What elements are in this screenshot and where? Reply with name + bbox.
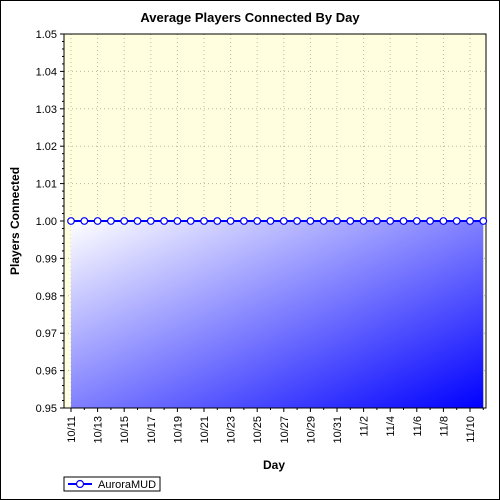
data-point: [333, 217, 341, 225]
x-tick-label: 10/13: [93, 416, 105, 444]
y-tick-label: 0.98: [36, 291, 57, 303]
data-point: [186, 217, 195, 225]
y-axis: 0.95 0.96 0.97 0.98 0.99 1.00 1.01 1.02 1.03 1.04…: [36, 29, 64, 415]
data-point: [412, 217, 421, 225]
x-axis-title: Day: [263, 458, 285, 472]
x-tick-label: 10/23: [226, 416, 238, 444]
data-point: [373, 217, 381, 225]
legend-swatch-marker: [75, 479, 85, 489]
y-tick-label: 1.05: [36, 29, 57, 41]
data-point: [213, 217, 222, 225]
x-tick-label: 10/27: [279, 416, 291, 444]
legend-box: [63, 476, 161, 492]
data-point: [106, 217, 115, 225]
x-tick-label: 10/15: [119, 416, 131, 444]
x-tick-label: 10/21: [199, 416, 211, 444]
data-point: [306, 217, 315, 225]
y-tick-label: 1.02: [36, 141, 57, 153]
legend-label-auroramud: AuroraMUD: [98, 479, 156, 491]
x-tick-label: 10/11: [66, 416, 78, 443]
x-tick-label: 11/2: [359, 416, 371, 437]
data-point: [479, 217, 488, 225]
data-point: [346, 217, 355, 225]
y-tick-label: 1.04: [36, 66, 57, 78]
series-markers: [67, 217, 488, 225]
data-point: [279, 217, 288, 225]
data-point: [67, 217, 75, 225]
data-point: [80, 217, 89, 225]
y-tick-label: 0.99: [36, 253, 57, 265]
data-point: [452, 217, 461, 225]
data-point: [173, 217, 182, 225]
x-tick-label: 10/17: [146, 416, 158, 444]
data-point: [226, 217, 235, 225]
data-point: [399, 217, 408, 225]
y-tick-label: 1.00: [36, 216, 57, 228]
y-tick-label: 0.96: [36, 366, 57, 378]
data-point: [359, 217, 368, 225]
y-tick-label: 0.97: [36, 328, 57, 340]
data-point: [93, 217, 102, 225]
x-tick-label: 10/31: [332, 416, 344, 444]
series-area-auroramud: [71, 221, 484, 408]
x-tick-label: 11/4: [385, 416, 397, 437]
x-tick-label: 11/10: [465, 416, 477, 443]
data-point: [466, 217, 474, 225]
data-point: [319, 217, 328, 225]
x-tick-label: 10/19: [172, 416, 184, 444]
x-tick-label: 11/6: [412, 416, 424, 437]
y-tick-label: 1.03: [36, 104, 57, 116]
data-point: [133, 217, 142, 225]
y-tick-label: 0.95: [36, 403, 57, 415]
data-point: [293, 217, 302, 225]
chart-title: Average Players Connected By Day: [140, 10, 360, 25]
data-point: [253, 217, 262, 225]
data-point: [386, 217, 395, 225]
data-point: [439, 217, 448, 225]
x-axis: 10/11 10/13 10/15 10/17 10/19 10/21 10/23 10/25…: [66, 408, 484, 444]
data-point: [160, 217, 169, 225]
legend: AuroraMUD: [63, 476, 161, 492]
x-tick-label: 10/25: [252, 416, 264, 444]
x-tick-label: 11/8: [438, 416, 450, 437]
data-point: [120, 217, 129, 225]
data-point: [146, 217, 155, 225]
y-tick-label: 1.01: [36, 179, 57, 191]
data-point: [239, 217, 248, 225]
data-point: [200, 217, 208, 225]
y-axis-title: Players Connected: [8, 167, 22, 275]
data-point: [266, 217, 275, 225]
x-tick-label: 10/29: [305, 416, 317, 444]
data-point: [426, 217, 435, 225]
